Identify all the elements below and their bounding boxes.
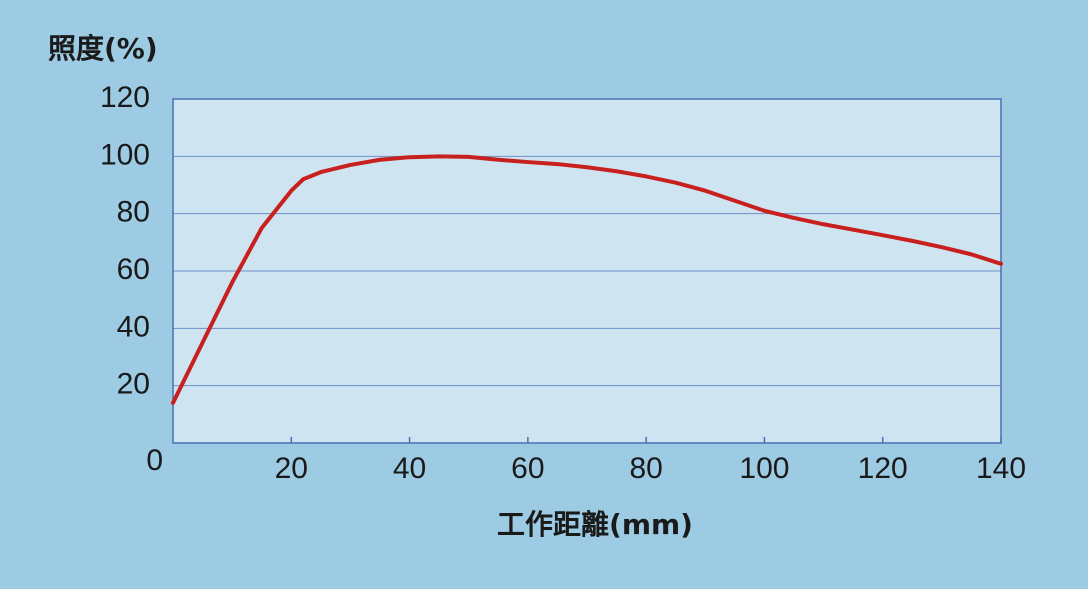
data-line — [171, 154, 1003, 405]
x-tick-label: 120 — [858, 452, 908, 485]
y-tick-label: 20 — [117, 368, 150, 401]
y-tick-label: 0 — [146, 444, 163, 477]
x-tick-label: 60 — [511, 452, 544, 485]
y-tick-label: 40 — [117, 310, 150, 343]
y-tick-label: 100 — [100, 138, 150, 171]
x-tick-label: 40 — [393, 452, 426, 485]
y-tick-label: 120 — [100, 81, 150, 114]
x-tick-label: 140 — [976, 452, 1026, 485]
y-tick-label: 60 — [117, 253, 150, 286]
plot-border — [172, 98, 1002, 444]
x-tick-label: 20 — [275, 452, 308, 485]
y-tick-label: 80 — [117, 196, 150, 229]
x-tick-label: 100 — [739, 452, 789, 485]
y-axis-label: 照度(%) — [48, 32, 158, 65]
x-axis-label: 工作距離(mm) — [497, 508, 693, 541]
x-tick-label: 80 — [629, 452, 662, 485]
